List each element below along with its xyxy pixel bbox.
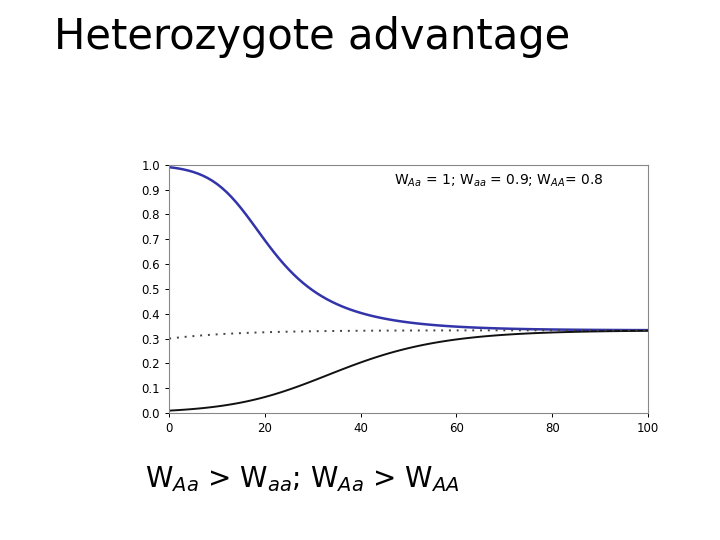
Text: W$_{Aa}$ > W$_{aa}$; W$_{Aa}$ > W$_{AA}$: W$_{Aa}$ > W$_{aa}$; W$_{Aa}$ > W$_{AA}$ (145, 464, 460, 494)
Text: W$_{Aa}$ = 1; W$_{aa}$ = 0.9; W$_{AA}$= 0.8: W$_{Aa}$ = 1; W$_{aa}$ = 0.9; W$_{AA}$= … (395, 172, 603, 188)
Text: Heterozygote advantage: Heterozygote advantage (54, 16, 570, 58)
